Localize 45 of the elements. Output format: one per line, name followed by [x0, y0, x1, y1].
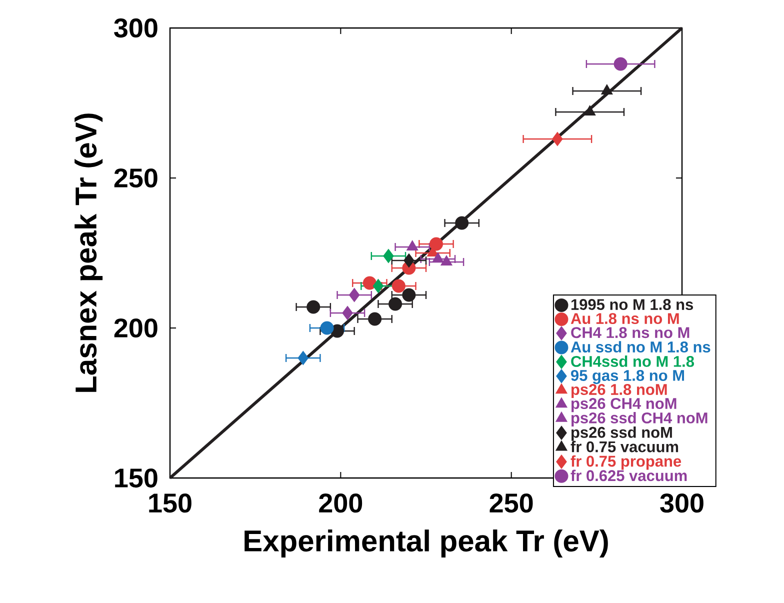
- point: [372, 279, 384, 293]
- y-tick-label: 150: [115, 468, 158, 488]
- legend-label: CH4ssd no M 1.8: [571, 356, 694, 367]
- point: [429, 237, 443, 251]
- x-tick-label: 300: [660, 494, 704, 513]
- legend-label: Au 1.8 ns no M: [570, 313, 679, 324]
- point: [368, 312, 382, 326]
- legend-label: fr 0.75 propane: [570, 455, 682, 470]
- point: [404, 254, 414, 268]
- x-axis-title: Experimental peak Tr (eV): [244, 530, 608, 558]
- legend-label: ps26 ssd CH4 noM: [572, 412, 708, 426]
- point: [383, 249, 394, 263]
- x-tick-label: 150: [149, 494, 192, 513]
- legend-label: ps26 1.8 noM: [572, 384, 667, 398]
- legend-label: 1995 no M 1.8 ns: [571, 299, 694, 310]
- point: [406, 240, 418, 250]
- x-tick-label: 250: [490, 494, 533, 513]
- point: [614, 57, 628, 71]
- point: [455, 216, 469, 230]
- legend-label: ps26 CH4 noM: [572, 398, 676, 412]
- point: [330, 324, 344, 338]
- legend-label: CH4 1.8 ns no M: [571, 327, 690, 338]
- point: [552, 132, 563, 146]
- point: [388, 297, 402, 311]
- point: [342, 306, 353, 320]
- point: [392, 279, 406, 293]
- point: [320, 321, 334, 335]
- point: [584, 106, 596, 116]
- x-tick-label: 200: [319, 494, 362, 513]
- y-tick-label: 200: [114, 318, 158, 338]
- y-tick-label: 300: [114, 18, 158, 38]
- legend-label: 95 gas 1.8 no M: [571, 370, 684, 384]
- point: [298, 351, 308, 365]
- point: [306, 300, 320, 314]
- y-tick-label: 250: [114, 168, 158, 188]
- point: [402, 288, 416, 302]
- legend-label: fr 0.625 vacuum: [570, 470, 687, 482]
- point: [440, 256, 452, 266]
- point: [601, 84, 612, 94]
- point: [349, 288, 360, 302]
- legend-label: Au ssd no M 1.8 ns: [570, 341, 710, 353]
- legend-label: fr 0.75 vacuum: [570, 440, 678, 452]
- point: [432, 252, 444, 262]
- y-axis-title: Lasnex peak Tr (eV): [74, 114, 103, 392]
- legend-label: ps26 ssd noM: [572, 426, 672, 441]
